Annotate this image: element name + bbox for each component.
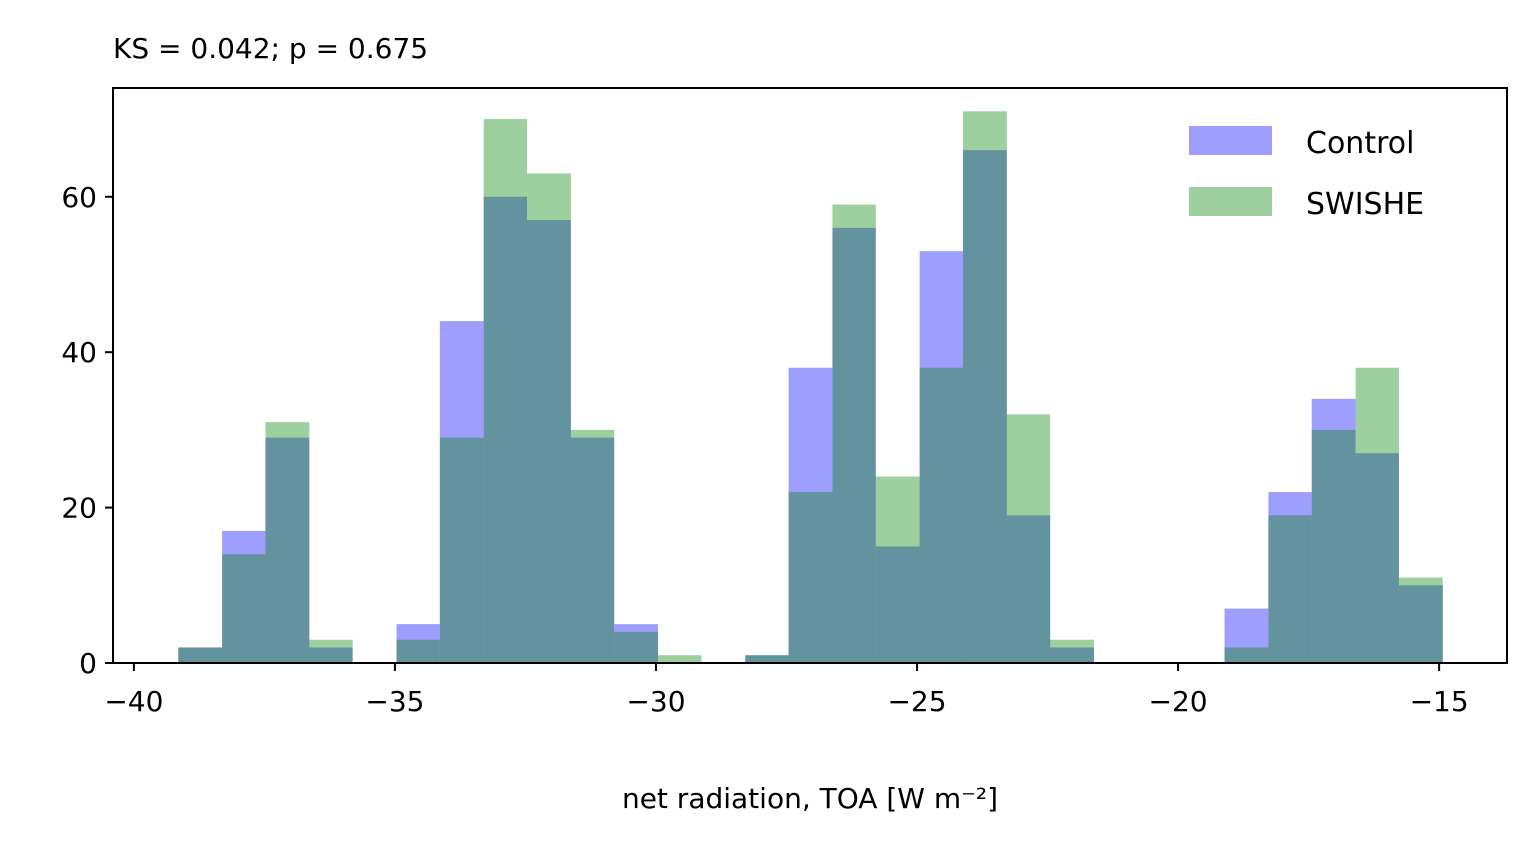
bar-swishe-9 [570, 429, 615, 663]
x-axis-title: net radiation, TOA [W m⁻²] [622, 782, 998, 815]
bar-control-1 [222, 530, 266, 663]
bar-control-15 [832, 227, 876, 663]
x-tick-label: −15 [1410, 685, 1469, 718]
chart-title: KS = 0.042; p = 0.675 [113, 32, 428, 65]
bar-swishe-14 [788, 492, 833, 663]
bar-swishe-2 [265, 422, 310, 663]
y-tick-label: 20 [61, 492, 97, 525]
bar-swishe-26 [1311, 429, 1356, 663]
bar-control-9 [570, 437, 615, 663]
bar-swishe-16 [875, 476, 920, 663]
y-tick-label: 40 [61, 336, 97, 369]
bar-swishe-25 [1268, 515, 1312, 663]
bar-swishe-5 [396, 639, 440, 663]
y-axis-ticks: 0 20 40 60 [61, 181, 113, 680]
bar-swishe-13 [745, 655, 789, 663]
bar-control-8 [527, 220, 571, 663]
x-tick-label: −40 [104, 685, 163, 718]
legend-label-control: Control [1306, 126, 1414, 161]
y-tick-label: 60 [61, 181, 97, 214]
bar-swishe-24 [1224, 647, 1269, 663]
y-tick-label: 0 [79, 647, 97, 680]
x-tick-label: −20 [1149, 685, 1208, 718]
bar-swishe-19 [1006, 414, 1051, 663]
x-tick-label: −35 [365, 685, 424, 718]
bar-swishe-11 [658, 655, 702, 663]
bar-control-10 [614, 624, 659, 663]
bar-control-16 [875, 546, 920, 663]
legend: Control SWISHE [1189, 126, 1424, 222]
bar-swishe-20 [1050, 639, 1095, 663]
bar-control-6 [439, 321, 484, 663]
legend-label-swishe: SWISHE [1306, 187, 1424, 222]
bar-control-18 [962, 150, 1007, 663]
plot-frame [112, 87, 1508, 664]
x-tick-label: −25 [887, 685, 946, 718]
bar-swishe-10 [614, 631, 659, 663]
legend-swatch-swishe [1189, 187, 1272, 216]
bar-control-26 [1311, 398, 1356, 663]
bar-control-28 [1398, 585, 1443, 663]
legend-swatch-control [1189, 126, 1272, 155]
x-axis-ticks: −40 −35 −30 −25 −20 −15 [104, 663, 1469, 718]
bar-swishe-7 [483, 119, 528, 664]
bar-swishe-17 [919, 367, 963, 663]
bar-control-5 [396, 624, 440, 663]
bar-swishe-15 [832, 204, 876, 663]
bar-control-2 [265, 437, 310, 663]
bar-control-7 [483, 196, 528, 663]
bar-control-25 [1268, 492, 1312, 663]
bar-control-13 [745, 655, 789, 663]
bar-swishe-27 [1355, 367, 1399, 663]
bar-swishe-8 [527, 173, 571, 664]
bar-control-0 [178, 647, 223, 663]
bar-control-20 [1050, 647, 1095, 663]
bar-control-14 [788, 367, 833, 663]
bar-swishe-1 [222, 554, 266, 663]
bar-swishe-3 [309, 639, 353, 663]
bars-layer [178, 111, 1443, 664]
bar-control-27 [1355, 453, 1399, 663]
bar-swishe-0 [178, 647, 223, 663]
bar-swishe-18 [962, 111, 1007, 664]
bar-control-19 [1006, 515, 1051, 663]
bar-swishe-28 [1398, 577, 1443, 663]
x-tick-label: −30 [626, 685, 685, 718]
bar-swishe-6 [439, 437, 484, 663]
bar-control-24 [1224, 608, 1269, 663]
bar-control-17 [919, 251, 963, 664]
bar-control-3 [309, 647, 353, 663]
